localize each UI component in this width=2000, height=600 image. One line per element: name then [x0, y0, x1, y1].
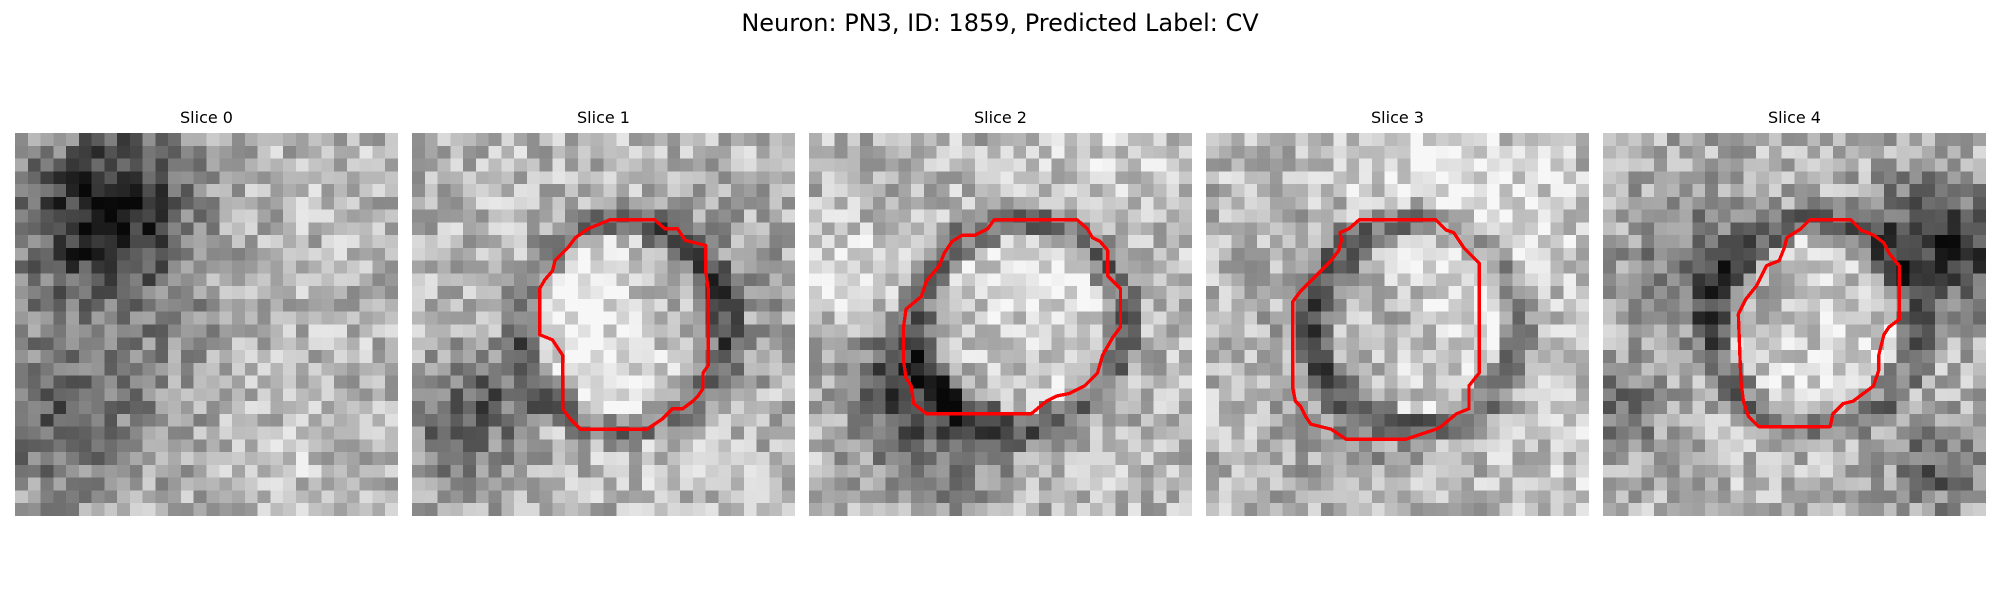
slice-title: Slice 2: [974, 108, 1027, 127]
microscopy-image: [809, 133, 1192, 516]
slice-panel-4: Slice 4: [1603, 108, 1986, 516]
microscopy-image: [1603, 133, 1986, 516]
segmentation-contour: [1291, 218, 1481, 442]
slice-title: Slice 3: [1371, 108, 1424, 127]
segmentation-contour: [1736, 218, 1901, 429]
slice-panel-3: Slice 3: [1206, 108, 1589, 516]
slice-title: Slice 0: [180, 108, 233, 127]
microscopy-image: [1206, 133, 1589, 516]
segmentation-contour: [901, 218, 1123, 416]
figure-title: Neuron: PN3, ID: 1859, Predicted Label: …: [741, 9, 1259, 37]
segmentation-contour: [538, 218, 710, 431]
slice-title: Slice 1: [577, 108, 630, 127]
microscopy-image: [412, 133, 795, 516]
slice-title: Slice 4: [1768, 108, 1821, 127]
slice-panel-1: Slice 1: [412, 108, 795, 516]
slice-panel-0: Slice 0: [15, 108, 398, 516]
slice-panel-2: Slice 2: [809, 108, 1192, 516]
microscopy-image: [15, 133, 398, 516]
